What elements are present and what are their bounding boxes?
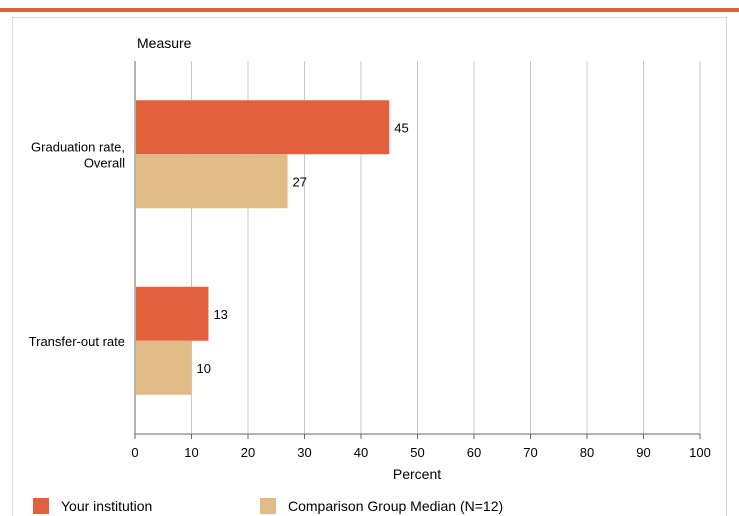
legend-swatch-institution xyxy=(33,498,49,514)
x-tick-label: 40 xyxy=(354,445,368,460)
top-accent-bar xyxy=(0,8,739,12)
data-label: 10 xyxy=(197,361,211,376)
data-label: 13 xyxy=(213,307,227,322)
legend-label-comparison: Comparison Group Median (N=12) xyxy=(288,498,504,514)
chart-panel: 45 27 13 10 Measure Percent 0 10 20 30 40 50 60 70… xyxy=(12,17,727,516)
category-label: Transfer-out rate xyxy=(29,334,125,349)
bar-chart: 45 27 13 10 Measure Percent 0 10 20 30 40 50 60 70… xyxy=(29,35,711,482)
x-tick-label: 50 xyxy=(410,445,424,460)
data-label: 45 xyxy=(394,120,408,135)
x-tick-label: 20 xyxy=(241,445,255,460)
bar-comparison xyxy=(136,154,288,209)
category-label: Graduation rate, Overall xyxy=(31,139,125,170)
x-tick-label: 0 xyxy=(131,445,138,460)
axes: Measure Percent 0 10 20 30 40 50 60 70 80 90 100 Gr… xyxy=(29,35,711,482)
category-axis-label: Measure xyxy=(137,35,192,51)
legend-item-comparison: Comparison Group Median (N=12) xyxy=(260,496,503,516)
legend-swatch-comparison xyxy=(260,498,276,514)
bars: 45 27 13 10 xyxy=(136,100,409,395)
x-tick-label: 10 xyxy=(184,445,198,460)
legend-label-institution: Your institution xyxy=(61,498,153,514)
x-tick-label: 100 xyxy=(689,445,711,460)
x-axis-label: Percent xyxy=(393,466,441,482)
x-tick-label: 70 xyxy=(523,445,537,460)
bar-comparison xyxy=(136,340,192,395)
x-tick-label: 60 xyxy=(467,445,481,460)
bar-institution xyxy=(136,286,209,341)
x-tick-label: 30 xyxy=(297,445,311,460)
bar-institution xyxy=(136,100,390,155)
data-label: 27 xyxy=(293,174,307,189)
x-tick-label: 90 xyxy=(636,445,650,460)
legend-item-institution: Your institution xyxy=(33,496,152,516)
x-tick-label: 80 xyxy=(580,445,594,460)
